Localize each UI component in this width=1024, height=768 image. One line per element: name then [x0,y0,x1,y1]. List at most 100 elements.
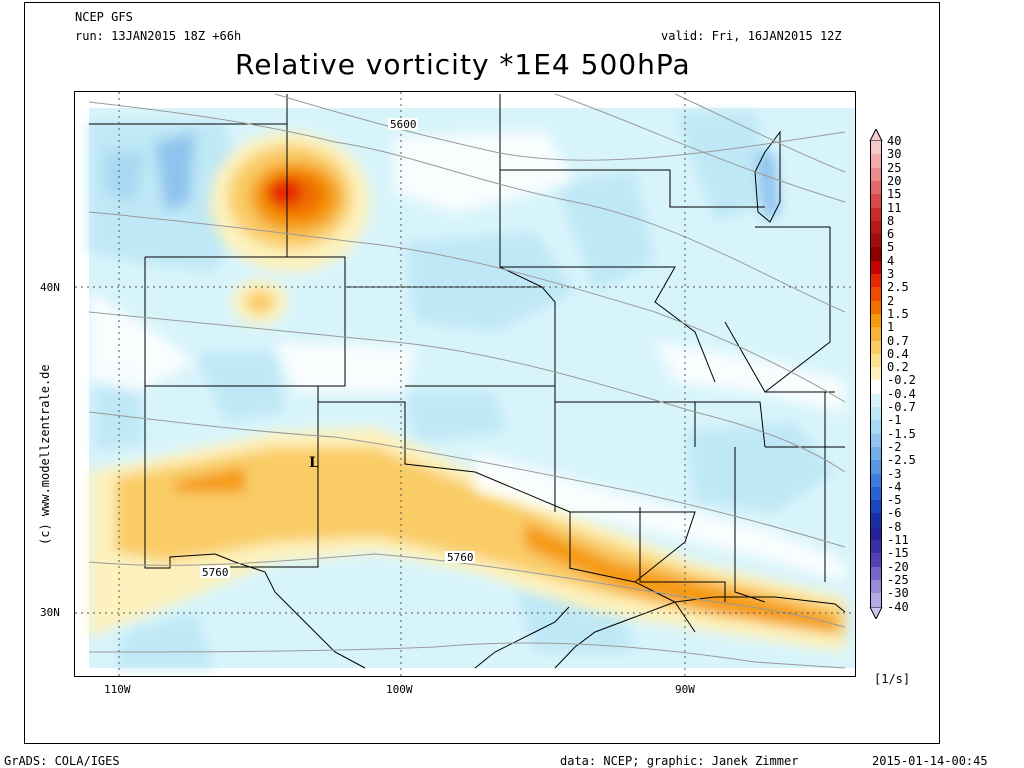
colorbar-swatch [870,553,882,568]
lon-label-90w: 90W [675,683,695,696]
colorbar-level-label: 1.5 [887,306,909,321]
colorbar-swatch [870,579,882,594]
colorbar-swatch [870,420,882,435]
footer-software: GrADS: COLA/IGES [4,754,120,768]
colorbar-swatch [870,180,882,195]
geopotential-contours [88,93,846,669]
colorbar-swatch [870,393,882,408]
colorbar-swatch [870,340,882,355]
colorbar-swatch [870,500,882,514]
colorbar-swatch [870,300,882,315]
colorbar-level-label: -3 [887,466,902,481]
colorbar-level-label: -0.7 [887,400,916,414]
colorbar-swatch [870,566,882,581]
colorbar-swatch [870,287,882,302]
contour-5760-a-bg [445,551,475,563]
colorbar-level-label: 20 [887,173,902,188]
lon-label-100w: 100W [386,683,413,696]
colorbar-level-label: -2 [887,439,902,454]
colorbar-swatch [870,167,882,182]
colorbar-swatch [870,207,882,222]
colorbar-level-label: 25 [887,160,902,175]
colorbar-swatch [870,353,882,368]
contour-label-5760-b: 5760 [202,566,229,579]
colorbar-swatch [870,460,882,474]
lat-label-40n: 40N [40,281,60,294]
colorbar-level-label: -4 [887,479,902,494]
colorbar-swatch [870,141,882,155]
colorbar-level-label: -11 [887,533,909,547]
colorbar-level-label: -40 [887,599,909,614]
lat-label-30n: 30N [40,606,60,619]
colorbar-level-label: -6 [887,506,902,521]
colorbar-swatch [870,274,882,288]
colorbar-swatch [870,526,882,541]
colorbar-level-label: 15 [887,187,902,202]
footer-credits: data: NCEP; graphic: Janek Zimmer [560,754,799,768]
colorbar-swatch [870,407,882,421]
contour-label-5760-a: 5760 [447,551,474,564]
figure-frame [24,2,940,744]
colorbar-level-label: 30 [887,147,902,162]
colorbar-level-label: 1 [887,320,895,335]
near-zero-regions [89,132,845,582]
colorbar-level-label: -15 [887,546,909,561]
colorbar-level-label: 5 [887,240,895,255]
colorbar-swatch [870,540,882,554]
colorbar-level-label: 3 [887,267,895,281]
gulf-coastline [554,596,846,669]
colorbar-swatch [870,446,882,461]
colorbar-swatch [870,234,882,248]
footer-timestamp: 2015-01-14-00:45 [872,754,988,768]
colorbar-level-label: -30 [887,586,909,601]
colorbar-level-label: -0.4 [887,386,916,401]
colorbar-swatch [870,247,882,262]
colorbar-level-label: 0.2 [887,360,909,375]
run-info: run: 13JAN2015 18Z +66h [75,29,242,43]
contour-label-5600: 5600 [390,118,417,131]
colorbar-level-label: 0.4 [887,346,909,361]
colorbar-level-label: -0.2 [887,373,916,388]
colorbar-level-label: 4 [887,253,895,268]
colorbar-level-label: -8 [887,519,902,534]
watermark: (c) www.modellzentrale.de [38,364,52,545]
contour-5600-bg [388,118,418,130]
colorbar-level-label: 40 [887,134,902,148]
chart-title: Relative vorticity *1E4 500hPa [235,48,691,81]
lat-lon-grid [75,92,855,676]
low-pressure-marker: L [309,455,319,471]
colorbar-level-label: 11 [887,200,902,215]
contour-5760-b-bg [200,566,230,578]
colorbar-swatch [870,367,882,381]
colorbar-swatch [870,327,882,341]
colorbar-level-label: -1 [887,413,902,428]
colorbar-level-label: 0.7 [887,333,909,348]
colorbar-swatch [870,486,882,501]
colorbar-swatch [870,473,882,488]
negative-vorticity-field [89,112,835,668]
colorbar-level-label: -25 [887,572,909,587]
colorbar-swatch [870,313,882,328]
colorbar-level-label: 2 [887,293,895,308]
colorbar-level-label: 8 [887,213,895,228]
colorbar-level-label: -2.5 [887,453,916,468]
colorbar-swatch [870,433,882,448]
colorbar-swatch [870,380,882,395]
vorticity-map: 5600 5760 5760 L [74,91,856,677]
colorbar-level-label: 6 [887,227,895,242]
lon-label-110w: 110W [104,683,131,696]
map-svg: 5600 5760 5760 L [75,92,855,676]
colorbar-level-label: -1.5 [887,426,916,441]
colorbar-swatch [870,260,882,275]
colorbar-swatch [870,194,882,208]
positive-vorticity-max [210,132,370,324]
colorbar-level-label: 2.5 [887,280,909,295]
colorbar-swatch [870,154,882,169]
positive-vorticity-band [89,427,845,652]
colorbar-swatch [870,513,882,528]
valid-time: valid: Fri, 16JAN2015 12Z [661,29,842,43]
colorbar-bottom-arrow [869,606,883,619]
colorbar-level-label: -20 [887,559,909,574]
colorbar-swatch [870,220,882,235]
colorbar-level-label: -5 [887,493,902,508]
